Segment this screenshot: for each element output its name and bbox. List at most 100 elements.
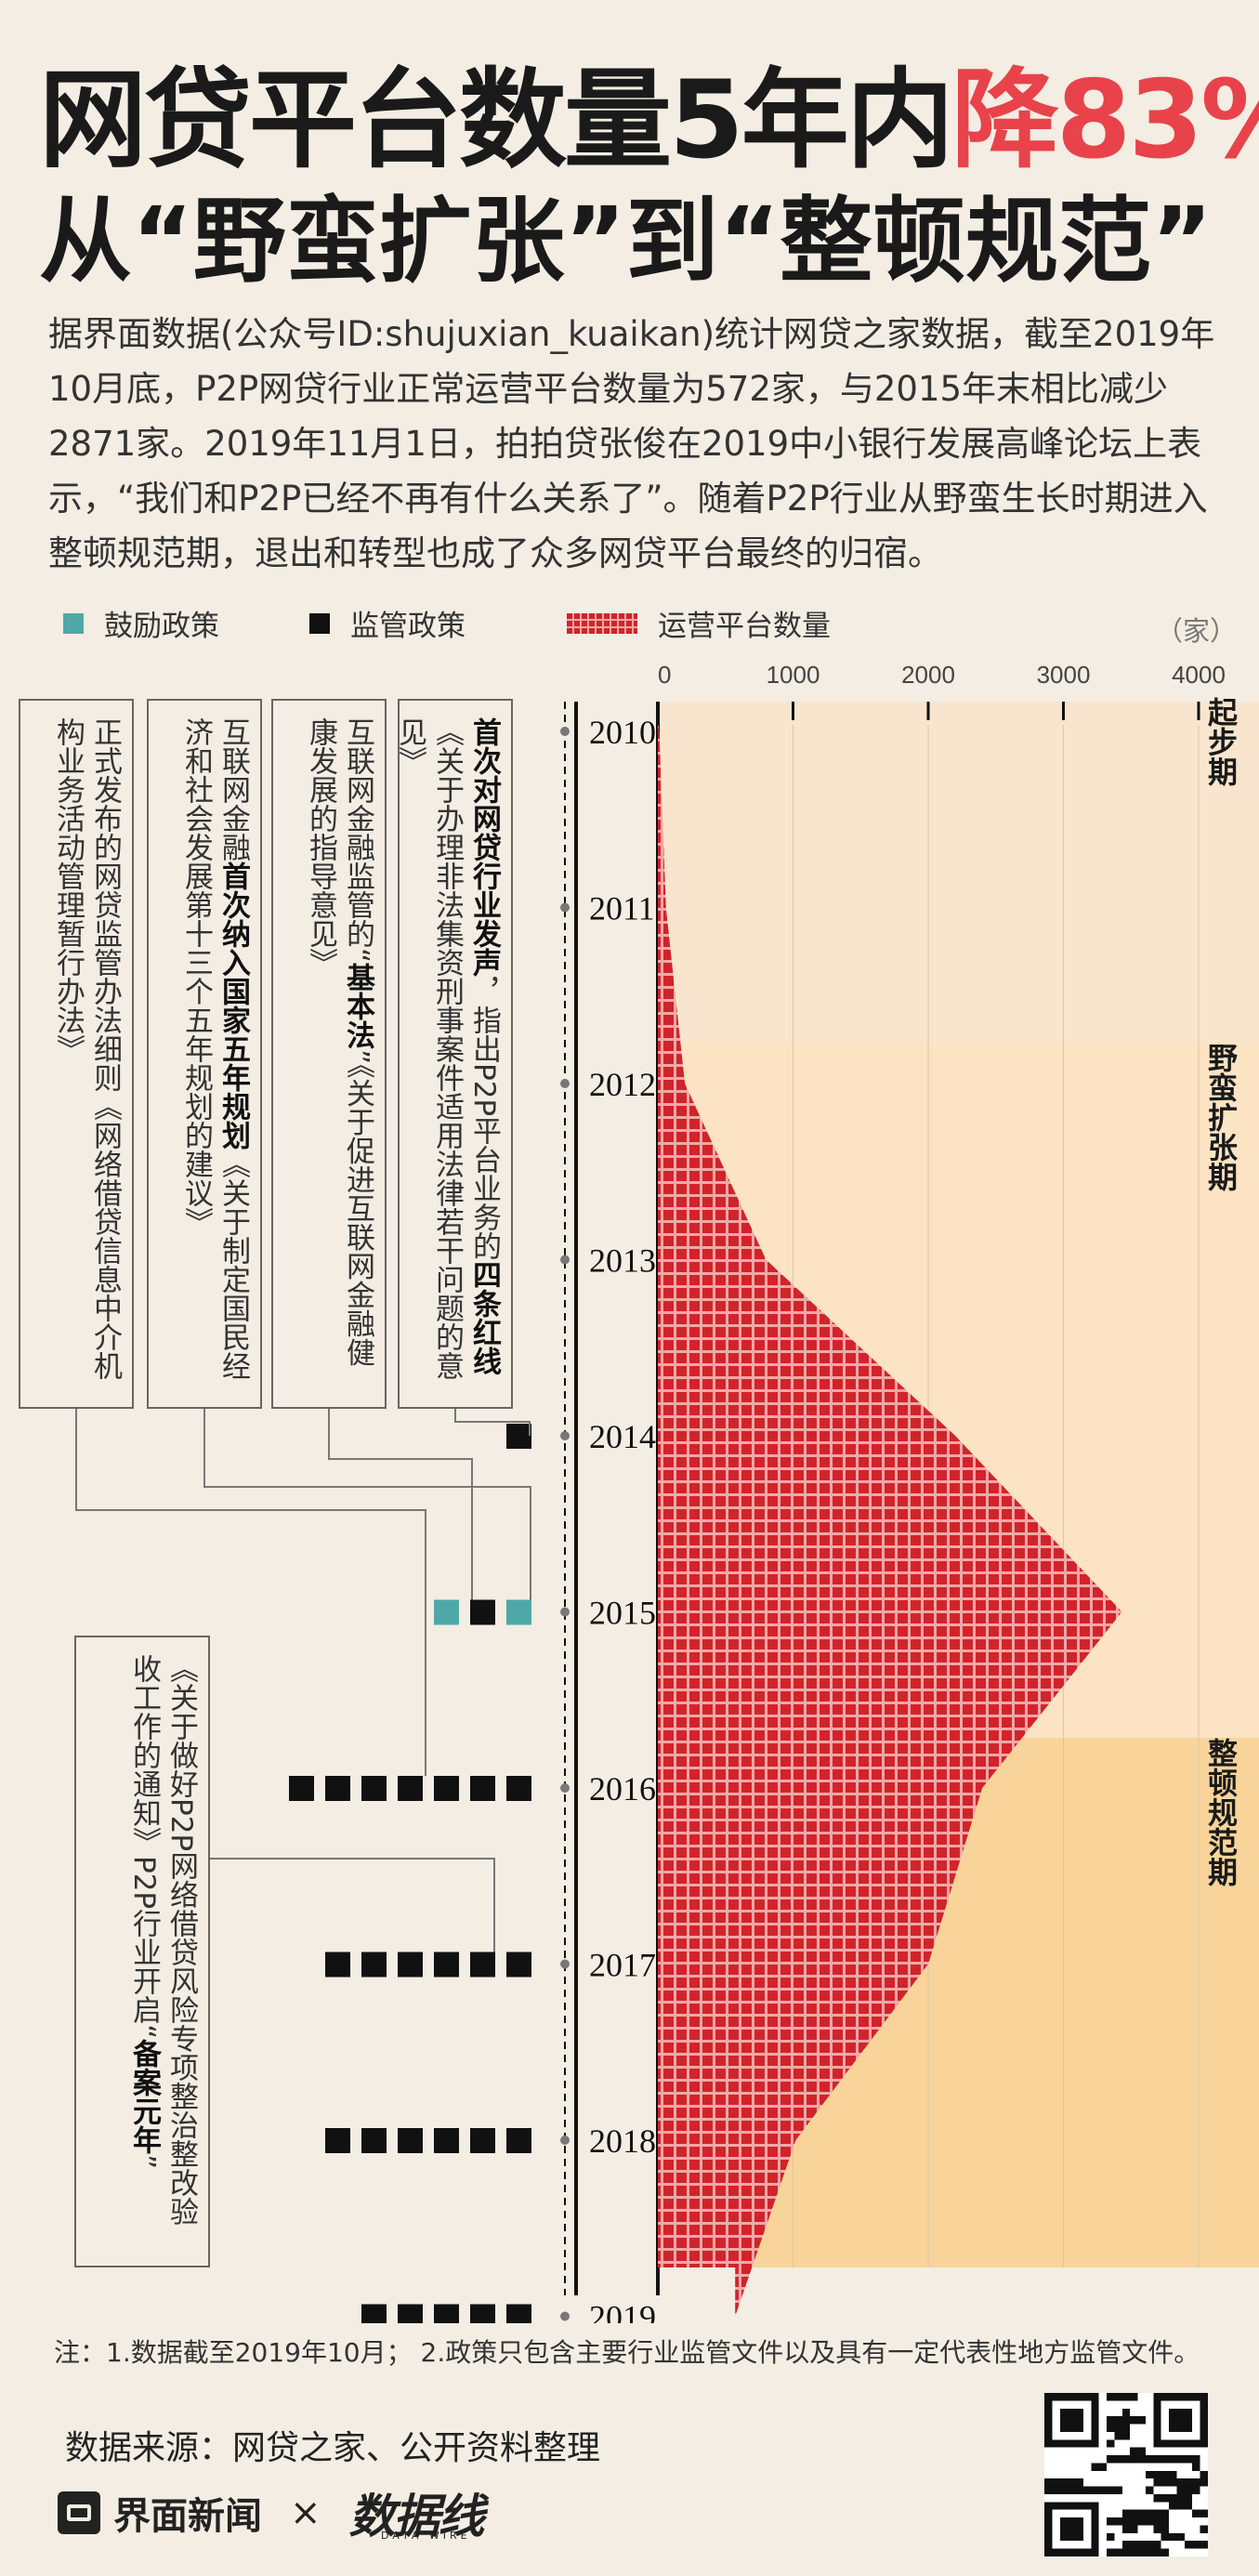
year-label-2015: 2015: [589, 1595, 656, 1632]
qr-module: [1075, 2486, 1083, 2494]
connector-policy-1: [75, 1409, 426, 1776]
qr-module: [1044, 2478, 1053, 2487]
connector-policy-2: [203, 1409, 531, 1600]
qr-module: [1107, 2439, 1115, 2448]
qr-module: [1145, 2548, 1154, 2556]
x-tick-label-4000: 4000: [1172, 661, 1226, 689]
brand-times: ×: [290, 2491, 321, 2534]
qr-module: [1200, 2541, 1208, 2549]
year-label-2019: 2019: [589, 2299, 656, 2324]
qr-module: [1192, 2455, 1200, 2464]
qr-module: [1114, 2455, 1122, 2464]
phase-label-1: 起步期: [1203, 697, 1239, 786]
unit-label: （家）: [1155, 615, 1237, 647]
policy-connectors: [75, 1409, 531, 1952]
x-tick-label-3000: 3000: [1037, 661, 1091, 689]
legend-platforms-label: 运营平台数量: [658, 610, 831, 643]
platform-count-area: [658, 722, 1122, 2317]
qr-module: [1107, 2424, 1115, 2432]
qr-module: [1121, 2393, 1131, 2401]
qr-module: [1137, 2416, 1146, 2425]
policy-square-2016-1: [289, 1776, 314, 1801]
qr-module: [1145, 2470, 1154, 2479]
policy-square-2017-5: [470, 1952, 495, 1978]
policy-square-2018-3: [398, 2128, 423, 2153]
qr-module: [1161, 2493, 1170, 2503]
phase-band-1: [658, 702, 1259, 1043]
qr-module: [1114, 2486, 1122, 2494]
year-dot-2013: [560, 1255, 570, 1265]
policy-square-2017-6: [506, 1952, 531, 1978]
qr-module: [1161, 2548, 1170, 2556]
jiemian-logo-icon: [58, 2491, 100, 2534]
qr-module: [1121, 2455, 1131, 2464]
qr-module: [1121, 2541, 1131, 2549]
qr-module: [1121, 2525, 1131, 2533]
legend-regulate-label: 监管政策: [350, 610, 466, 643]
connector-policy-5: [210, 1858, 495, 1952]
legend-encourage: 鼓励政策: [63, 602, 219, 644]
qr-module: [1121, 2416, 1131, 2425]
policy-3-text-a: 互联网金融监管的“: [341, 717, 374, 964]
x-tick-label-0: 0: [658, 661, 671, 689]
qr-module: [1161, 2517, 1170, 2526]
year-dot-2012: [560, 1079, 570, 1088]
connector-policy-4: [454, 1409, 531, 1436]
policy-3-text-c: ”《关于促进互联网金融健康发展的指导意见》: [304, 717, 374, 1367]
qr-module: [1068, 2478, 1076, 2487]
qr-module: [1107, 2455, 1115, 2464]
year-label-2013: 2013: [589, 1242, 656, 1280]
policy-1-text: 正式发布的网贷监管办法细则《网络借贷信息中介机构业务活动管理暂行办法》: [51, 717, 122, 1380]
qr-module: [1121, 2517, 1131, 2526]
policy-square-2019-2: [398, 2304, 423, 2323]
policy-3-bold: 基本法: [341, 963, 374, 1050]
policy-square-2016-7: [506, 1776, 531, 1801]
policy-square-2019-1: [361, 2304, 387, 2323]
year-label-2014: 2014: [589, 1418, 656, 1455]
qr-module: [1184, 2486, 1193, 2494]
x-tick-label-1000: 1000: [767, 661, 820, 689]
policy-square-2018-4: [434, 2128, 459, 2153]
title-highlight: 降83%: [951, 58, 1259, 183]
data-source: 数据来源：网贷之家、公开资料整理: [65, 2429, 601, 2467]
qr-module: [1107, 2416, 1115, 2425]
legend-regulate: 监管政策: [309, 602, 466, 644]
regulate-swatch-icon: [309, 612, 330, 634]
title-prefix: 网贷平台数量5年内: [39, 58, 954, 183]
policy-4-text-b: ，指出P2P平台业务的: [467, 977, 501, 1261]
qr-module: [1114, 2431, 1122, 2440]
qr-module: [1130, 2548, 1138, 2556]
phase-label-3: 整顿规范期: [1203, 1738, 1239, 1886]
qr-module: [1161, 2509, 1170, 2518]
year-dot-2019: [560, 2311, 570, 2321]
qr-module: [1153, 2517, 1161, 2526]
qr-module: [1052, 2478, 1060, 2487]
qr-module: [1161, 2525, 1170, 2533]
policy-5-text-c: ”: [127, 2154, 161, 2170]
qr-module: [1107, 2517, 1115, 2526]
qr-module: [1176, 2455, 1185, 2464]
qr-module: [1153, 2548, 1161, 2556]
qr-module: [1153, 2455, 1161, 2464]
qr-module: [1200, 2470, 1208, 2479]
qr-module: [1121, 2424, 1131, 2432]
qr-module: [1184, 2478, 1193, 2487]
policy-2-text-a: 互联网金融: [216, 717, 250, 861]
qr-module: [1176, 2493, 1185, 2503]
qr-module: [1130, 2455, 1138, 2464]
policy-squares: [289, 1424, 531, 2323]
qr-module: [1130, 2393, 1138, 2401]
qr-module: [1121, 2408, 1131, 2417]
qr-module: [1161, 2478, 1170, 2487]
qr-module: [1130, 2447, 1138, 2456]
qr-module: [1121, 2509, 1131, 2518]
qr-module: [1192, 2478, 1200, 2487]
policy-2-bold: 首次纳入国家五年规划: [216, 861, 250, 1150]
policy-square-2018-6: [506, 2128, 531, 2153]
policy-square-2015-1: [434, 1599, 459, 1625]
qr-module: [1200, 2509, 1208, 2518]
policy-4-bold-a: 首次对网贷行业发声: [467, 717, 501, 977]
qr-module: [1176, 2502, 1185, 2510]
policy-square-2016-4: [398, 1776, 423, 1801]
policy-square-2016-6: [470, 1776, 495, 1801]
